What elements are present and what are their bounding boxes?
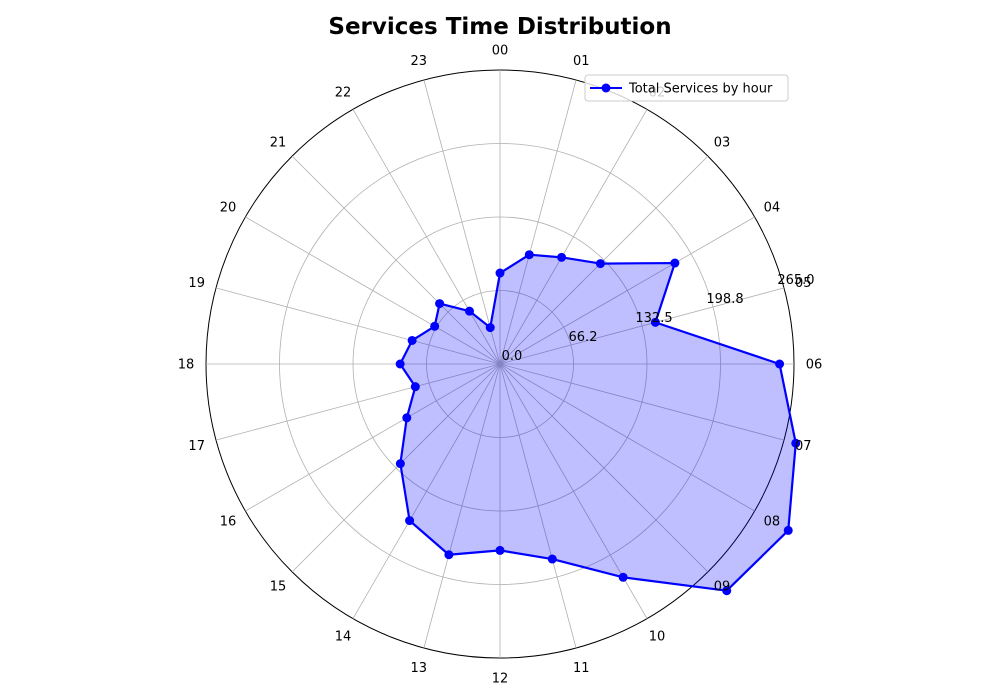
data-point-00 [495,268,505,278]
data-point-23 [485,323,495,333]
grid-spoke [352,109,501,365]
hour-label: 20 [220,201,237,216]
hour-label: 00 [492,44,509,59]
legend-marker [601,83,611,93]
grid-spoke [499,363,709,573]
grid-spoke [291,155,501,365]
data-point-10 [618,572,628,582]
hour-label: 16 [220,515,237,530]
hour-label: 12 [492,672,509,687]
grid-spoke [499,363,577,649]
grid-spoke [423,363,501,649]
data-point-12 [495,545,505,555]
hour-label: 09 [714,580,731,595]
series-area [400,254,796,591]
hour-label: 14 [335,629,352,644]
data-point-01 [524,250,534,260]
grid-spoke [499,155,709,365]
radial-tick-label: 198.8 [706,292,743,307]
grid-spoke [499,109,648,365]
grid-spoke [291,363,501,573]
data-point-11 [547,554,557,564]
data-point-02 [557,252,567,262]
hour-label: 01 [573,54,590,69]
radial-tick-label: 0.0 [502,349,523,364]
radial-tick-label: 265.0 [777,273,814,288]
hour-label: 15 [270,580,287,595]
grid-spoke [499,79,577,365]
hour-label: 13 [410,661,427,676]
data-point-03 [595,259,605,269]
data-point-18 [395,359,405,369]
data-point-17 [410,382,420,392]
hour-label: 23 [410,54,427,69]
data-point-19 [407,335,417,345]
hour-label: 11 [573,661,590,676]
data-point-06 [775,359,785,369]
grid-spoke [499,363,755,512]
legend: Total Services by hour [584,74,789,102]
hour-label: 04 [764,201,781,216]
data-point-15 [395,459,405,469]
data-point-08 [783,525,793,535]
grid-spoke [499,287,785,365]
hour-label: 10 [649,629,666,644]
grid-spoke [245,363,501,512]
legend-box [584,74,789,102]
grid-spoke [215,287,501,365]
hour-label: 21 [270,135,287,150]
hour-label: 06 [806,358,823,373]
data-point-09 [722,586,732,596]
grid-spoke [423,79,501,365]
hour-label: 05 [795,276,812,291]
radial-tick-label: 132.5 [635,311,672,326]
hour-label: 03 [714,135,731,150]
data-point-05 [650,317,660,327]
grid-spoke [499,216,755,365]
grid-spoke [245,216,501,365]
hour-label: 08 [764,515,781,530]
hour-label: 18 [178,358,195,373]
grid-spoke [352,363,501,619]
data-point-20 [430,321,440,331]
grid-spoke [499,363,785,441]
legend-label: Total Services by hour [628,82,773,97]
data-point-07 [791,438,801,448]
data-point-14 [405,516,415,526]
chart-title: Services Time Distribution [328,14,671,40]
data-point-22 [464,306,474,316]
data-point-04 [670,258,680,268]
hour-label: 22 [335,86,352,101]
hour-label: 17 [188,439,205,454]
data-point-16 [402,413,412,423]
grid-spoke [215,363,501,441]
hour-label: 19 [188,276,205,291]
radial-tick-label: 66.2 [569,330,598,345]
hour-label: 07 [795,439,812,454]
data-layer [395,250,801,596]
data-point-13 [444,550,454,560]
grid-layer [205,69,795,659]
data-point-21 [435,299,445,309]
